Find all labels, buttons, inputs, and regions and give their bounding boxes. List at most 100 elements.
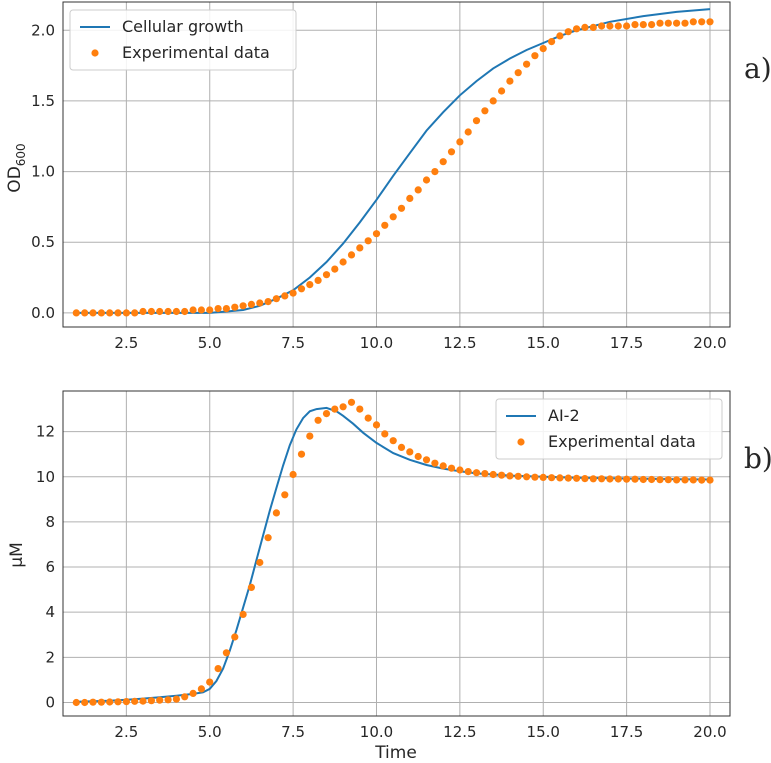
- panel-b-data-point: [172, 695, 180, 703]
- panel-b-data-point: [623, 475, 631, 483]
- panel-a-ytick-label: 0.5: [31, 233, 55, 251]
- panel-b-data-point: [297, 450, 306, 458]
- panel-b-data-point: [414, 452, 422, 461]
- panel-a-data-point: [581, 23, 589, 31]
- panel-a-legend: Cellular growth Experimental data: [69, 9, 297, 71]
- panel-a-data-point: [464, 128, 472, 136]
- panel-a-data-point: [673, 19, 681, 27]
- panel-a-data-point: [289, 289, 297, 297]
- panel-b-data-point: [381, 430, 389, 438]
- panel-a-data-point: [539, 45, 547, 53]
- panel-a-data-point: [114, 309, 122, 317]
- panel-b-data-point: [89, 698, 97, 706]
- panel-b-data-point: [447, 464, 456, 472]
- panel-b-data-point: [631, 475, 639, 483]
- panel-a-data-point: [72, 309, 80, 317]
- panel-a-data-point: [648, 21, 656, 29]
- panel-b-data-point: [122, 698, 130, 706]
- panel-b-legend: AI-2 Experimental data: [495, 398, 723, 460]
- panel-a-label: a): [744, 52, 771, 85]
- panel-a-data-point: [356, 244, 364, 252]
- panel-b-data-point: [664, 476, 672, 484]
- panel-b-ytick-label: 10: [36, 468, 55, 486]
- panel-b-data-point: [264, 534, 272, 542]
- panel-b-data-point: [189, 689, 197, 698]
- panel-b-data-point: [214, 665, 222, 673]
- panel-b-data-point: [506, 472, 514, 480]
- panel-a-data-point: [631, 21, 639, 29]
- panel-a-data-point: [81, 309, 89, 317]
- panel-b-ytick-label: 0: [45, 693, 55, 711]
- panel-a-data-point: [689, 18, 697, 26]
- panel-a-data-point: [698, 18, 706, 26]
- panel-a-xtick-label: 2.5: [114, 334, 138, 352]
- panel-b-ytick-label: 8: [45, 513, 55, 531]
- panel-a-data-point: [589, 23, 597, 31]
- panel-b-ticks: 2.5 5.0 7.5 10.0 12.5 15.0 17.5 20.0 0 2 4 6 8 10 12: [36, 423, 727, 741]
- panel-b-data-point: [639, 475, 647, 484]
- panel-b-data-point: [347, 398, 356, 406]
- panel-b-data-point: [164, 696, 172, 704]
- panel-a-data-point: [189, 306, 197, 314]
- panel-b-data-point: [397, 443, 406, 451]
- panel-a: 2.5 5.0 7.5 10.0 12.5 15.0 17.5 20.0 0.0 0.5 1.0 1.…: [5, 1, 771, 352]
- panel-a-data-point: [548, 38, 556, 46]
- panel-b-data-point: [289, 470, 297, 479]
- panel-b-data-point: [106, 698, 114, 706]
- panel-b-data-point: [464, 468, 472, 476]
- panel-b-data-point: [431, 459, 439, 467]
- panel-a-data-point: [598, 22, 606, 30]
- panel-a-data-point: [206, 306, 214, 314]
- panel-b-legend-label-line: AI-2: [548, 406, 580, 425]
- panel-b-data-point: [606, 475, 614, 483]
- panel-a-ylabel-main: OD: [5, 166, 25, 192]
- panel-a-data-point: [239, 302, 247, 310]
- panel-a-data-point: [347, 251, 356, 259]
- panel-a-ylabel-subscript: 600: [14, 143, 28, 166]
- panel-a-data-point: [514, 69, 522, 77]
- panel-b-data-point: [356, 405, 364, 413]
- panel-a-data-point: [139, 307, 147, 316]
- panel-a-data-point: [222, 305, 230, 313]
- panel-a-data-point: [381, 221, 389, 229]
- panel-a-ticks: 2.5 5.0 7.5 10.0 12.5 15.0 17.5 20.0 0.0 0.5 1.0 1.…: [31, 21, 727, 352]
- panel-a-series: [72, 8, 714, 317]
- panel-b-xtick-label: 15.0: [527, 723, 560, 741]
- panel-a-data-point: [164, 307, 172, 316]
- panel-a-data-point: [231, 303, 239, 311]
- panel-b-data-point: [581, 475, 589, 483]
- panel-a-data-point: [147, 307, 155, 316]
- panel-b-data-point: [372, 421, 381, 429]
- panel-b-data-point: [698, 476, 706, 484]
- panel-b-data-point: [222, 649, 230, 657]
- panel-b-xtick-label: 10.0: [360, 723, 393, 741]
- panel-b-data-point: [648, 475, 656, 484]
- panel-a-data-point: [172, 307, 180, 316]
- panel-a-data-point: [431, 168, 439, 176]
- panel-a-data-point: [181, 307, 189, 316]
- panel-b-data-point: [314, 416, 322, 424]
- panel-a-data-point: [131, 309, 139, 317]
- panel-b-data-point: [681, 476, 689, 484]
- panel-a-data-point: [606, 22, 614, 30]
- panel-b-label: b): [744, 442, 771, 475]
- panel-b-data-point: [181, 693, 189, 701]
- panel-a-data-point: [706, 18, 714, 26]
- panel-b-data-point: [539, 473, 547, 481]
- panel-b-series: [72, 398, 714, 707]
- panel-b-data-point: [689, 476, 697, 484]
- panel-b-data-point: [573, 474, 581, 482]
- panel-a-data-point: [614, 22, 622, 30]
- panel-a-data-point: [372, 230, 381, 238]
- panel-b-data-point: [556, 474, 564, 482]
- panel-a-legend-dot-swatch: [91, 49, 99, 57]
- panel-a-ytick-label: 2.0: [31, 21, 55, 39]
- panel-b-data-point: [472, 469, 481, 477]
- panel-a-xtick-label: 7.5: [281, 334, 305, 352]
- panel-a-data-point: [456, 138, 464, 146]
- panel-a-data-point: [523, 60, 531, 68]
- panel-b-data-point: [656, 476, 664, 484]
- panel-a-data-point: [406, 194, 414, 202]
- panel-a-data-point: [481, 107, 489, 115]
- panel-a-data-point: [439, 158, 447, 166]
